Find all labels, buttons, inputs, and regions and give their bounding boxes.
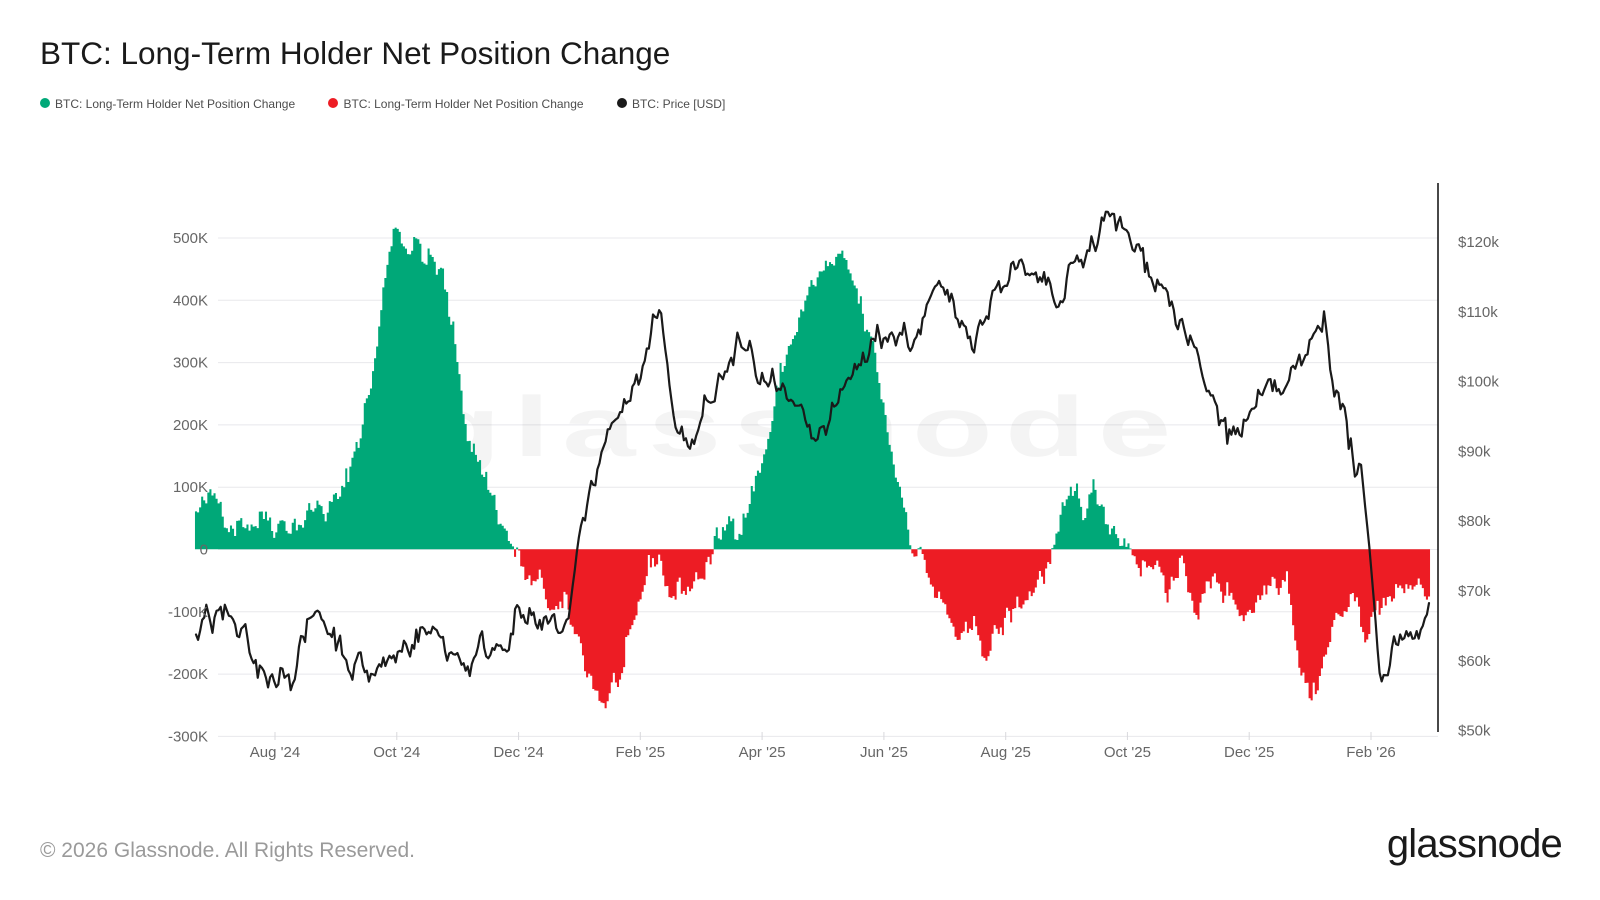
svg-text:Aug '24: Aug '24 [250, 744, 300, 761]
svg-text:500K: 500K [173, 230, 208, 247]
svg-text:$100k: $100k [1458, 374, 1499, 391]
svg-text:-200K: -200K [168, 666, 208, 683]
svg-text:Oct '24: Oct '24 [373, 744, 420, 761]
svg-text:400K: 400K [173, 292, 208, 309]
svg-text:Dec '25: Dec '25 [1224, 744, 1274, 761]
svg-text:Oct '25: Oct '25 [1104, 744, 1151, 761]
svg-text:300K: 300K [173, 355, 208, 372]
svg-text:$90k: $90k [1458, 443, 1491, 460]
svg-text:Jun '25: Jun '25 [860, 744, 908, 761]
svg-text:Dec '24: Dec '24 [493, 744, 543, 761]
svg-text:$120k: $120k [1458, 234, 1499, 251]
svg-text:Apr '25: Apr '25 [739, 744, 786, 761]
svg-text:$70k: $70k [1458, 583, 1491, 600]
svg-text:$60k: $60k [1458, 653, 1491, 670]
svg-text:0: 0 [200, 542, 208, 559]
svg-text:$50k: $50k [1458, 723, 1491, 740]
svg-text:100K: 100K [173, 479, 208, 496]
svg-text:-100K: -100K [168, 604, 208, 621]
svg-text:Aug '25: Aug '25 [980, 744, 1030, 761]
svg-text:Feb '25: Feb '25 [616, 744, 666, 761]
svg-text:Feb '26: Feb '26 [1346, 744, 1396, 761]
svg-text:-300K: -300K [168, 728, 208, 745]
svg-text:200K: 200K [173, 417, 208, 434]
svg-text:$80k: $80k [1458, 513, 1491, 530]
svg-text:$110k: $110k [1458, 304, 1498, 321]
